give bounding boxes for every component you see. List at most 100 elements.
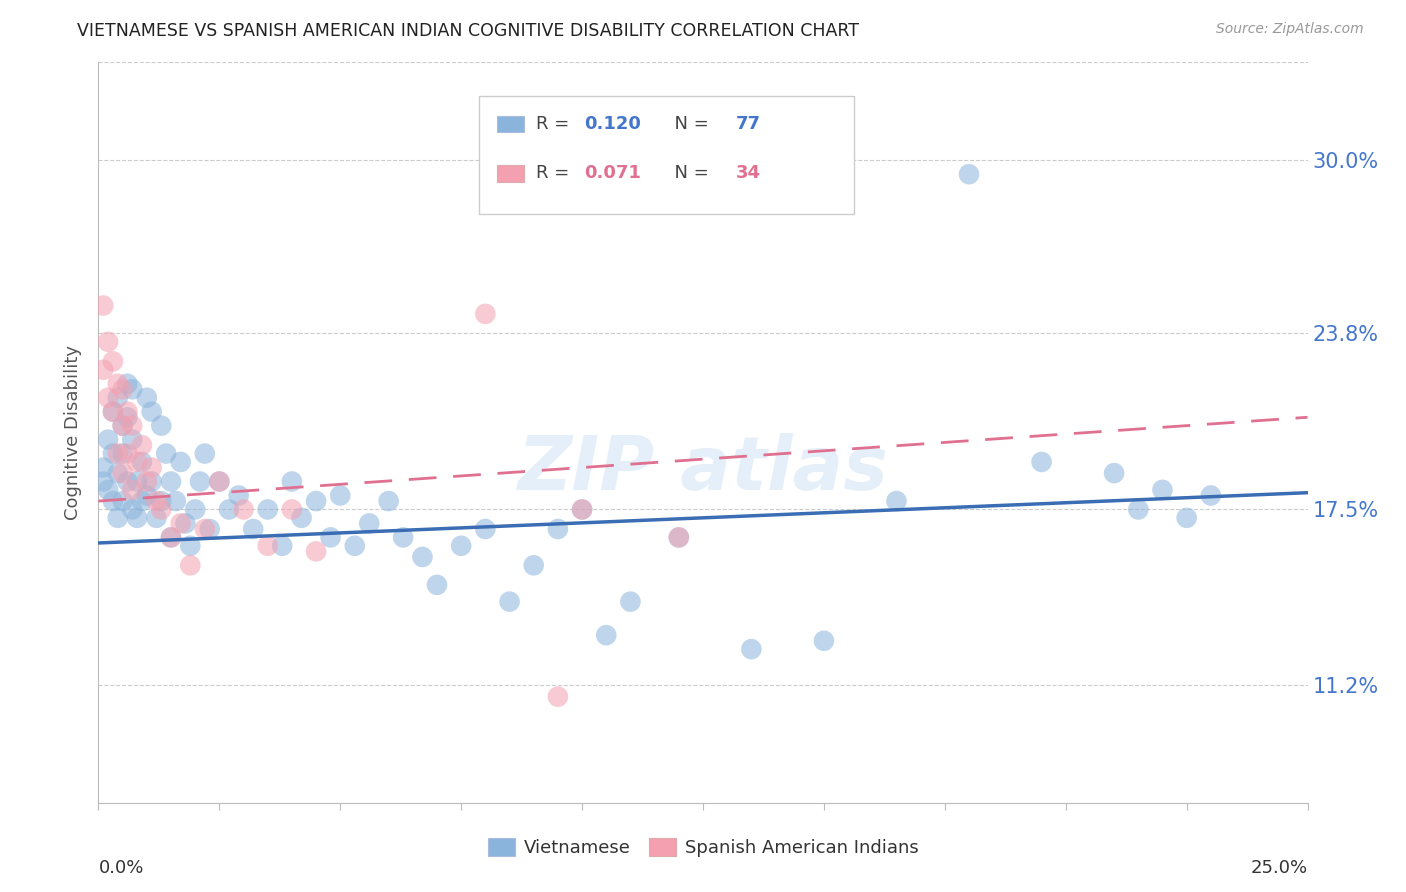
Point xyxy=(97,391,120,405)
Point xyxy=(117,405,139,419)
Point xyxy=(547,690,569,704)
Point xyxy=(256,502,278,516)
Point xyxy=(343,539,366,553)
Point xyxy=(91,298,114,312)
Point xyxy=(1128,502,1150,516)
Point xyxy=(1031,455,1053,469)
Text: N =: N = xyxy=(664,115,714,133)
Point xyxy=(160,530,183,544)
Point xyxy=(150,494,173,508)
FancyBboxPatch shape xyxy=(498,165,524,182)
Point xyxy=(145,494,167,508)
Point xyxy=(101,446,124,460)
Point xyxy=(377,494,399,508)
Point xyxy=(450,539,472,553)
Point xyxy=(188,475,211,489)
Point xyxy=(121,433,143,447)
Point xyxy=(101,405,124,419)
Point xyxy=(117,475,139,489)
Point xyxy=(740,642,762,657)
Point xyxy=(131,494,153,508)
Point xyxy=(571,502,593,516)
Point xyxy=(1152,483,1174,497)
FancyBboxPatch shape xyxy=(498,116,524,132)
Point xyxy=(121,382,143,396)
Point xyxy=(131,438,153,452)
Point xyxy=(198,522,221,536)
Point xyxy=(523,558,546,573)
Point xyxy=(111,466,134,480)
Point xyxy=(135,488,157,502)
Point xyxy=(101,494,124,508)
Point xyxy=(127,475,149,489)
Point xyxy=(107,446,129,460)
Point xyxy=(184,502,207,516)
Point xyxy=(218,502,240,516)
Text: N =: N = xyxy=(664,164,714,183)
Point xyxy=(305,494,328,508)
Point xyxy=(131,455,153,469)
Point xyxy=(141,475,163,489)
Text: 0.0%: 0.0% xyxy=(98,859,143,877)
FancyBboxPatch shape xyxy=(479,95,855,214)
Point xyxy=(595,628,617,642)
Point xyxy=(329,488,352,502)
Point xyxy=(474,522,496,536)
Point xyxy=(101,405,124,419)
Point xyxy=(117,410,139,425)
Point xyxy=(174,516,197,531)
Point xyxy=(111,446,134,460)
Point xyxy=(256,539,278,553)
Point xyxy=(179,539,201,553)
Point xyxy=(194,446,217,460)
Text: ZIP atlas: ZIP atlas xyxy=(517,434,889,506)
Point xyxy=(135,475,157,489)
Point xyxy=(91,460,114,475)
Point xyxy=(498,594,520,608)
Text: 34: 34 xyxy=(735,164,761,183)
Point xyxy=(281,475,304,489)
Point xyxy=(426,578,449,592)
Point xyxy=(208,475,231,489)
Point xyxy=(319,530,342,544)
Point xyxy=(150,418,173,433)
Point xyxy=(117,446,139,460)
Point xyxy=(169,516,191,531)
Point xyxy=(571,502,593,516)
Point xyxy=(232,502,254,516)
Point xyxy=(121,502,143,516)
Point xyxy=(208,475,231,489)
Point xyxy=(228,488,250,502)
Point xyxy=(97,483,120,497)
Point xyxy=(121,418,143,433)
Point xyxy=(107,466,129,480)
Point xyxy=(97,334,120,349)
Text: 0.071: 0.071 xyxy=(585,164,641,183)
Point xyxy=(111,494,134,508)
Point xyxy=(392,530,415,544)
Text: R =: R = xyxy=(536,164,575,183)
Point xyxy=(547,522,569,536)
Point xyxy=(619,594,641,608)
Text: 0.120: 0.120 xyxy=(585,115,641,133)
Point xyxy=(91,363,114,377)
Point xyxy=(1102,466,1125,480)
Point xyxy=(150,502,173,516)
Point xyxy=(305,544,328,558)
Point xyxy=(135,391,157,405)
Point xyxy=(194,522,217,536)
Point xyxy=(242,522,264,536)
Point xyxy=(281,502,304,516)
Text: Source: ZipAtlas.com: Source: ZipAtlas.com xyxy=(1216,22,1364,37)
Point xyxy=(121,483,143,497)
Y-axis label: Cognitive Disability: Cognitive Disability xyxy=(65,345,83,520)
Point xyxy=(160,530,183,544)
Point xyxy=(97,433,120,447)
Point xyxy=(127,511,149,525)
Point xyxy=(474,307,496,321)
Point xyxy=(160,475,183,489)
Point xyxy=(271,539,294,553)
Point xyxy=(101,354,124,368)
Point xyxy=(107,376,129,391)
Point xyxy=(107,391,129,405)
